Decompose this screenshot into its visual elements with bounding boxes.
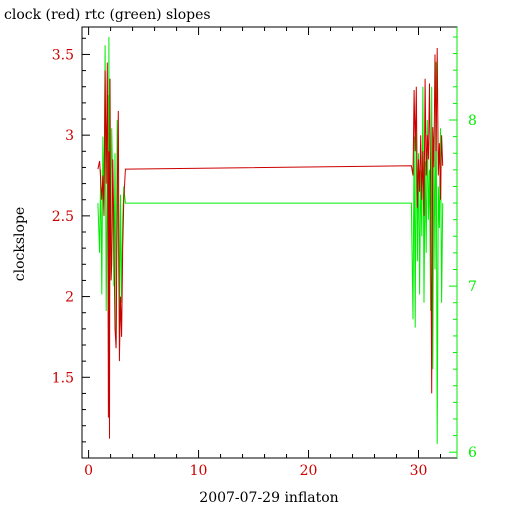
y-tick-label: 1.5 [52, 370, 74, 386]
y2-tick-label: 7 [468, 279, 477, 295]
y2-tick-label: 8 [468, 113, 477, 129]
y-tick-label: 2.5 [52, 209, 74, 225]
x-tick-label: 20 [300, 463, 318, 479]
series-layer [97, 36, 444, 444]
y2-tick-label: 6 [468, 445, 477, 461]
chart-title: clock (red) rtc (green) slopes [4, 7, 211, 23]
y-tick-label: 3.5 [52, 47, 74, 63]
x-tick-label: 30 [410, 463, 428, 479]
x-tick-label: 10 [190, 463, 208, 479]
y-tick-label: 3 [65, 128, 74, 144]
clock-slope-line [97, 47, 444, 439]
axis-layer: 0 10 20 30 1.5 2 2.5 3 3.5 6 7 8 [52, 27, 477, 479]
y-axis-label: clockslope [12, 207, 28, 281]
x-axis-label: 2007-07-29 inflaton [199, 490, 338, 506]
x-tick-label: 0 [84, 463, 93, 479]
y-tick-label: 2 [65, 290, 74, 306]
